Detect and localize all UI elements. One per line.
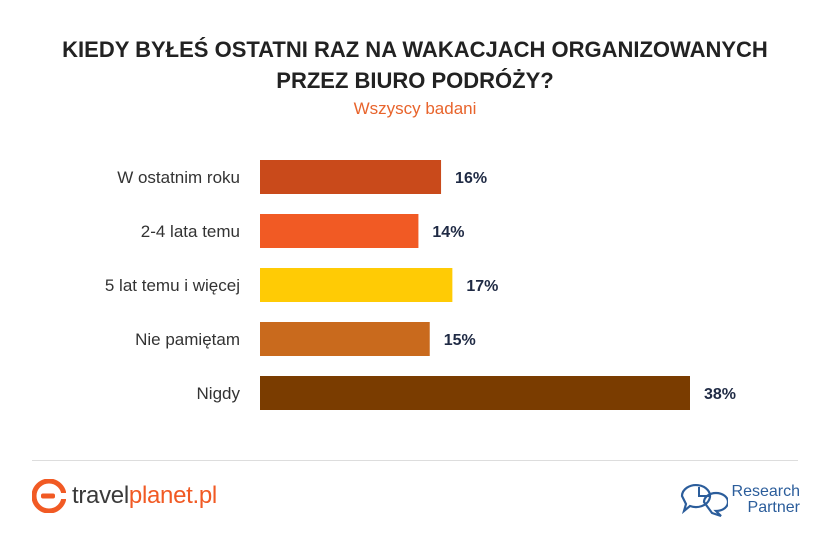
chart-title-line-2: PRZEZ BIURO PODRÓŻY? <box>276 68 554 93</box>
research-partner-logo: Research Partner <box>678 480 800 520</box>
value-label: 15% <box>444 332 476 349</box>
research-partner-line-1: Research <box>731 483 800 500</box>
category-label: Nie pamiętam <box>135 330 240 349</box>
value-label: 14% <box>432 224 464 241</box>
category-label: W ostatnim roku <box>117 168 240 187</box>
bar <box>260 268 453 302</box>
category-label: 5 lat temu i więcej <box>105 276 240 295</box>
logo-text-part-1: travel <box>72 482 129 509</box>
chart-subtitle: Wszyscy badani <box>353 99 477 118</box>
chart-title: KIEDY BYŁEŚ OSTATNI RAZ NA WAKACJACH ORG… <box>0 34 830 96</box>
logo-text-part-2: planet.pl <box>128 482 217 509</box>
value-label: 17% <box>466 278 498 295</box>
bar-chart: W ostatnim roku 16% 2-4 lata temu 14% 5 lat … <box>105 160 736 410</box>
value-label: 38% <box>704 386 736 403</box>
research-partner-logo-text: Research Partner <box>732 484 800 516</box>
research-partner-logo-icon <box>680 483 728 518</box>
category-label: 2-4 lata temu <box>141 222 240 241</box>
bar <box>260 160 442 194</box>
bar <box>260 376 690 410</box>
travelplanet-logo: travelplanet.pl <box>32 478 217 514</box>
category-label: Nigdy <box>197 384 241 403</box>
value-label: 16% <box>455 170 487 187</box>
travelplanet-logo-icon <box>32 479 66 513</box>
bar <box>260 322 430 356</box>
footer-divider <box>32 460 798 461</box>
research-partner-line-2: Partner <box>747 499 800 516</box>
bar <box>260 214 419 248</box>
travelplanet-logo-text: travelplanet.pl <box>72 482 217 510</box>
chart-title-line-1: KIEDY BYŁEŚ OSTATNI RAZ NA WAKACJACH ORG… <box>62 37 768 62</box>
